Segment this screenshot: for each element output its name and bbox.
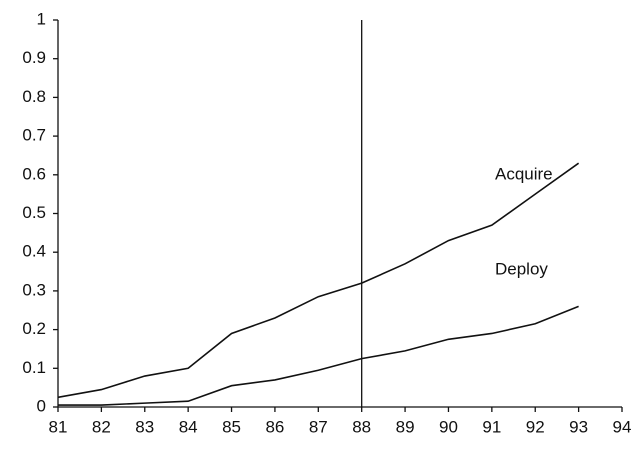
x-tick-label: 89 xyxy=(396,417,415,436)
x-tick-label: 88 xyxy=(352,417,371,436)
series-line xyxy=(58,305,579,406)
x-tick-label: 87 xyxy=(309,417,328,436)
y-tick-label: 0 xyxy=(37,396,46,415)
x-tick-label: 86 xyxy=(265,417,284,436)
y-tick-label: 0.8 xyxy=(22,87,46,106)
y-tick-label: 0.6 xyxy=(22,164,46,183)
series-label: Deploy xyxy=(495,259,548,278)
y-tick-label: 0.1 xyxy=(22,358,46,377)
x-tick-label: 92 xyxy=(526,417,545,436)
series-label: Acquire xyxy=(495,164,553,183)
series-line xyxy=(57,162,580,399)
y-tick-label: 0.2 xyxy=(22,319,46,338)
x-tick-label: 83 xyxy=(135,417,154,436)
x-tick-label: 81 xyxy=(49,417,68,436)
x-tick-label: 90 xyxy=(439,417,458,436)
x-tick-label: 93 xyxy=(569,417,588,436)
y-tick-label: 0.5 xyxy=(22,203,46,222)
x-tick-label: 91 xyxy=(482,417,501,436)
x-tick-label: 94 xyxy=(613,417,631,436)
x-tick-label: 82 xyxy=(92,417,111,436)
x-tick-label: 85 xyxy=(222,417,241,436)
y-tick-label: 0.9 xyxy=(22,48,46,67)
y-tick-label: 0.4 xyxy=(22,242,46,261)
x-tick-label: 84 xyxy=(179,417,198,436)
y-tick-label: 0.7 xyxy=(22,126,46,145)
y-tick-label: 0.3 xyxy=(22,280,46,299)
y-tick-label: 1 xyxy=(37,9,46,28)
